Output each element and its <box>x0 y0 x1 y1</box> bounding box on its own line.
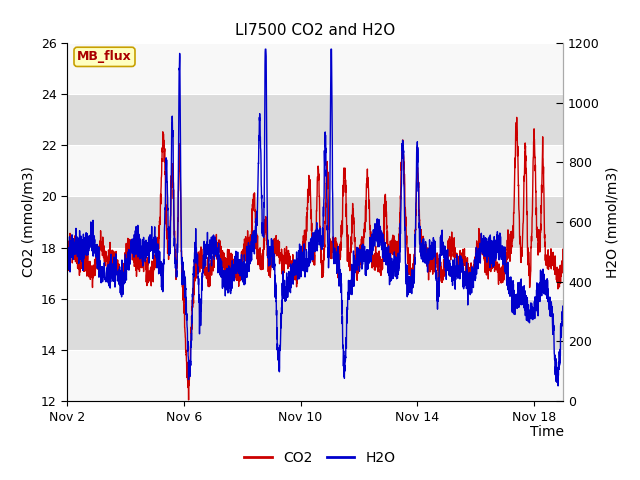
Y-axis label: H2O (mmol/m3): H2O (mmol/m3) <box>605 166 620 278</box>
Bar <box>67 248 563 299</box>
Bar <box>67 350 563 401</box>
Bar <box>67 145 563 196</box>
Y-axis label: CO2 (mmol/m3): CO2 (mmol/m3) <box>21 167 35 277</box>
Bar <box>67 299 563 350</box>
Text: Time: Time <box>531 425 564 439</box>
Text: MB_flux: MB_flux <box>77 50 132 63</box>
Bar <box>67 43 563 94</box>
Bar <box>67 196 563 248</box>
Legend: CO2, H2O: CO2, H2O <box>239 445 401 471</box>
Bar <box>67 94 563 145</box>
Title: LI7500 CO2 and H2O: LI7500 CO2 and H2O <box>235 23 396 38</box>
